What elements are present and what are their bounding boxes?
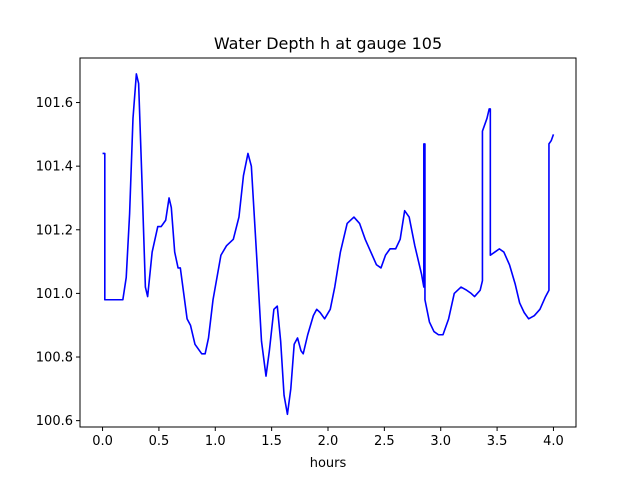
series-line: [102, 73, 555, 416]
y-tick-label: 101.4: [36, 160, 73, 175]
x-tick-label: 3.0: [430, 434, 451, 449]
x-tick-label: 1.0: [205, 434, 226, 449]
x-axis: 0.0 0.5 1.0 1.5 2.0 2.5 3.0 3.5 4.0: [92, 427, 564, 449]
chart-title: Water Depth h at gauge 105: [214, 34, 442, 53]
y-tick-label: 101.6: [36, 96, 73, 111]
y-tick-label: 100.8: [36, 351, 73, 366]
x-tick-label: 0.0: [92, 434, 113, 449]
y-tick-label: 100.6: [36, 414, 73, 429]
y-tick-label: 101.2: [36, 223, 73, 238]
x-tick-label: 2.5: [374, 434, 395, 449]
x-tick-label: 2.0: [318, 434, 339, 449]
x-tick-label: 4.0: [543, 434, 564, 449]
x-tick-label: 0.5: [149, 434, 170, 449]
series-layer: [102, 73, 555, 416]
y-axis: 100.6 100.8 101.0 101.2 101.4 101.6: [36, 96, 80, 429]
y-tick-label: 101.0: [36, 287, 73, 302]
x-tick-label: 3.5: [487, 434, 508, 449]
x-axis-label: hours: [310, 456, 347, 471]
x-tick-label: 1.5: [261, 434, 282, 449]
